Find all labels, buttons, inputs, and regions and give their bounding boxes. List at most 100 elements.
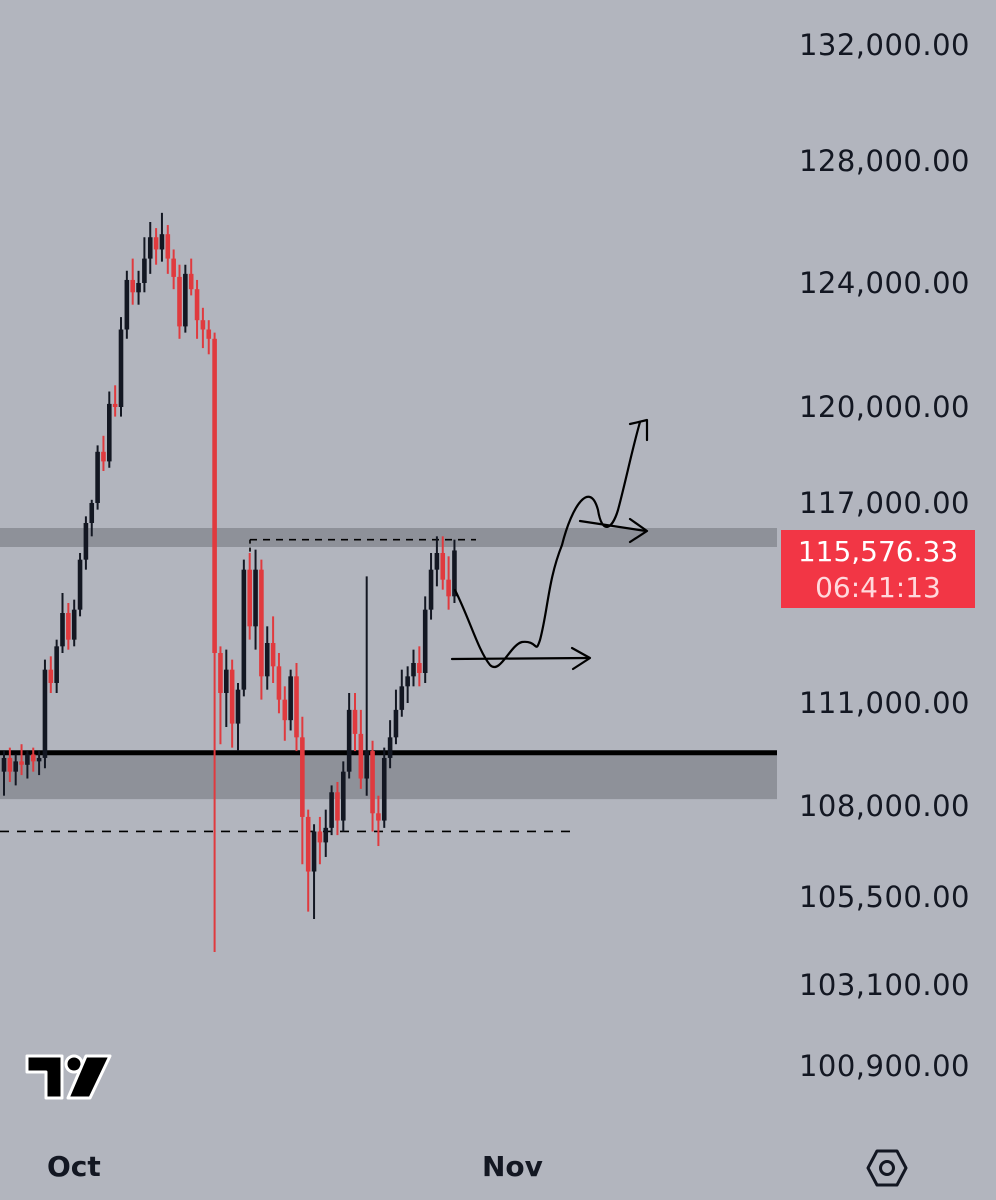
candle-body bbox=[224, 669, 229, 693]
candle bbox=[19, 744, 24, 776]
price-axis-label: 111,000.00 bbox=[798, 686, 970, 720]
candle-body bbox=[54, 646, 59, 683]
candle-body bbox=[66, 613, 71, 640]
candle-body bbox=[25, 754, 30, 765]
lower-arrow-line[interactable] bbox=[450, 656, 590, 661]
candle-body bbox=[118, 329, 124, 407]
candle-body bbox=[218, 653, 223, 693]
candle-body bbox=[422, 609, 428, 673]
candle bbox=[434, 536, 440, 587]
candle bbox=[364, 576, 369, 796]
current-price-label: 115,576.33 06:41:13 bbox=[781, 530, 975, 608]
candle bbox=[224, 649, 229, 728]
candle-body bbox=[428, 569, 434, 610]
candle bbox=[206, 320, 212, 355]
candle bbox=[142, 237, 147, 293]
candle bbox=[405, 666, 410, 703]
candle bbox=[387, 720, 393, 769]
candle-body bbox=[60, 613, 65, 647]
candle bbox=[393, 689, 399, 745]
candle bbox=[71, 599, 77, 647]
candle bbox=[1, 751, 7, 796]
candle-body bbox=[370, 751, 375, 814]
candle-body bbox=[235, 689, 241, 724]
price-axis-label: 103,100.00 bbox=[798, 968, 970, 1002]
candle bbox=[7, 747, 13, 782]
candle bbox=[341, 761, 346, 832]
candle-body bbox=[259, 569, 264, 677]
candle-body bbox=[42, 669, 48, 758]
candle bbox=[440, 536, 446, 590]
candle bbox=[218, 646, 223, 745]
freehand-projection-path[interactable] bbox=[453, 420, 642, 669]
projection-arrowhead[interactable] bbox=[628, 418, 649, 442]
lower-arrowhead[interactable] bbox=[570, 646, 592, 671]
candle-body bbox=[30, 754, 36, 762]
candle-body bbox=[329, 792, 334, 828]
candle-body bbox=[171, 258, 176, 277]
candle-body bbox=[276, 666, 282, 700]
resistance-zone bbox=[0, 528, 777, 547]
settings-icon[interactable] bbox=[866, 1148, 908, 1188]
candle-body bbox=[323, 827, 329, 843]
candle-body bbox=[434, 553, 440, 570]
candle bbox=[89, 499, 95, 537]
candle-body bbox=[317, 831, 323, 843]
candle bbox=[130, 258, 135, 305]
candle-body bbox=[206, 329, 212, 339]
candle-body bbox=[1, 757, 7, 772]
candle bbox=[235, 683, 241, 752]
candle-body bbox=[177, 276, 182, 327]
candle bbox=[54, 639, 59, 693]
candle-body bbox=[440, 553, 446, 580]
price-axis-label: 117,000.00 bbox=[798, 486, 970, 520]
candle-body bbox=[183, 273, 188, 327]
candle bbox=[452, 539, 457, 603]
candle bbox=[165, 225, 171, 274]
price-axis-label: 108,000.00 bbox=[798, 789, 970, 823]
upper-arrow-line[interactable] bbox=[578, 519, 648, 533]
candle bbox=[212, 332, 217, 952]
candle bbox=[323, 809, 329, 857]
candle-body bbox=[229, 669, 235, 724]
candle bbox=[352, 693, 358, 752]
candle bbox=[264, 626, 270, 690]
candle-countdown: 06:41:13 bbox=[815, 571, 941, 604]
candle bbox=[194, 279, 200, 339]
candle-body bbox=[393, 709, 399, 738]
candle-body bbox=[358, 733, 364, 779]
candle-body bbox=[452, 550, 457, 597]
candle bbox=[177, 264, 182, 339]
candle-body bbox=[376, 813, 381, 821]
candle-body bbox=[417, 663, 422, 673]
candle bbox=[118, 317, 124, 417]
candle bbox=[77, 553, 83, 617]
candle bbox=[171, 249, 176, 290]
candle-body bbox=[194, 289, 200, 321]
candle bbox=[422, 596, 428, 683]
candle-body bbox=[48, 669, 54, 683]
candle-body bbox=[124, 279, 130, 330]
candle bbox=[311, 824, 317, 919]
candle bbox=[107, 391, 112, 468]
candle-body bbox=[446, 579, 451, 597]
candle bbox=[376, 795, 381, 847]
candle bbox=[25, 751, 30, 779]
candle bbox=[335, 781, 340, 836]
candle bbox=[247, 553, 252, 640]
candle-body bbox=[352, 709, 358, 734]
candle bbox=[253, 549, 258, 650]
candle-body bbox=[101, 451, 106, 462]
candle-body bbox=[335, 792, 340, 821]
candle bbox=[60, 593, 65, 653]
candle-body bbox=[341, 771, 346, 821]
candle-body bbox=[387, 737, 393, 758]
tradingview-logo-icon[interactable] bbox=[24, 1052, 114, 1100]
candle bbox=[83, 516, 89, 570]
candle bbox=[428, 553, 434, 620]
candle-body bbox=[136, 283, 141, 293]
upper-arrowhead[interactable] bbox=[628, 517, 649, 544]
candle bbox=[411, 649, 416, 687]
